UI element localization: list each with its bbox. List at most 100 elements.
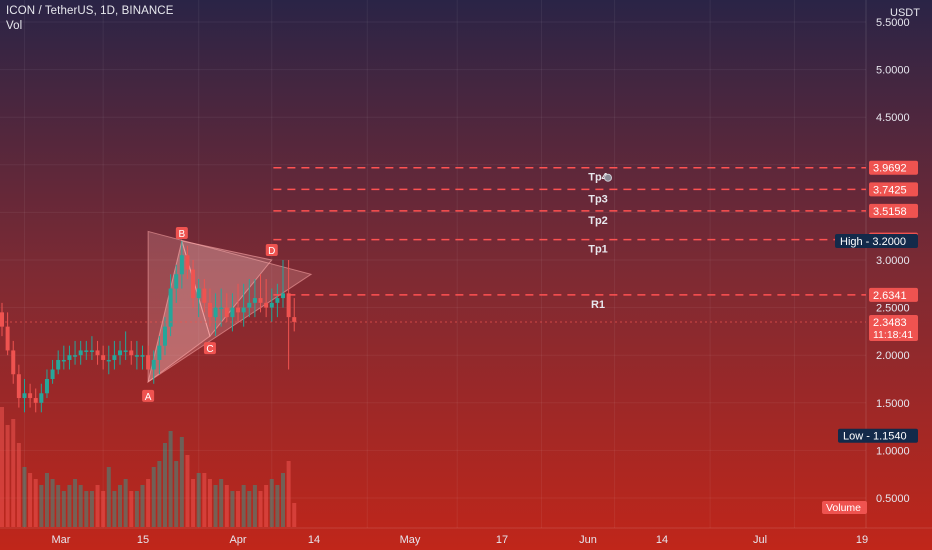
candle-body: [11, 350, 16, 375]
candle-body: [162, 326, 167, 346]
time-tick: Jun: [579, 534, 597, 546]
volume-bar: [118, 485, 123, 527]
level-price-badge-bg: [869, 203, 918, 218]
time-tick: Mar: [52, 534, 71, 546]
volume-bar: [0, 407, 4, 527]
volume-bar: [61, 491, 66, 527]
price-axis-unit: USDT: [890, 7, 920, 19]
candle-body: [168, 288, 173, 327]
candle-body: [134, 355, 139, 357]
volume-bar: [213, 485, 218, 527]
level-price-badge: 3.7425: [873, 184, 907, 196]
candle-body: [95, 350, 100, 356]
candle-body: [179, 255, 184, 275]
volume-bar: [230, 491, 235, 527]
price-tick: 5.5000: [876, 17, 910, 29]
time-tick: 15: [137, 534, 149, 546]
volume-bar: [247, 491, 252, 527]
candle-body: [123, 350, 128, 352]
candle-body: [185, 255, 190, 270]
time-tick: 14: [308, 534, 320, 546]
pattern-point-d: [265, 244, 278, 256]
candle-body: [241, 307, 246, 313]
volume-bar: [73, 479, 78, 527]
candle-body: [191, 269, 196, 299]
price-tick: 3.0000: [876, 255, 910, 267]
candle-body: [213, 307, 218, 318]
volume-bar: [134, 491, 139, 527]
candle-body: [157, 345, 162, 360]
candle-body: [84, 350, 89, 352]
candle-body: [275, 298, 280, 303]
pattern-point-a: [142, 389, 155, 402]
pattern-point-label-d: D: [268, 246, 275, 257]
volume-bar: [241, 485, 246, 527]
pattern-point-label-c: C: [206, 344, 213, 355]
level-price-badge-bg: [869, 182, 918, 197]
candle-body: [106, 359, 111, 362]
volume-bar: [146, 479, 151, 527]
volume-bar: [78, 485, 83, 527]
price-tick: 4.5000: [876, 112, 910, 124]
volume-bar: [56, 485, 61, 527]
volume-bar: [39, 485, 44, 527]
candle-body: [207, 302, 212, 318]
candle-body: [44, 379, 49, 394]
candle-body: [264, 302, 269, 308]
price-tick: 2.0000: [876, 350, 910, 362]
volume-bar: [28, 473, 33, 527]
volume-bar: [5, 425, 10, 527]
price-tick: 1.5000: [876, 398, 910, 410]
volume-bar: [106, 467, 111, 527]
candle-body: [61, 359, 66, 362]
volume-bar: [185, 455, 190, 527]
pattern-point-c: [203, 342, 216, 355]
level-marker-tp3: Tp3: [588, 193, 608, 205]
level-price-badge-bg: [869, 160, 918, 175]
candle-body: [224, 307, 229, 318]
volume-bar: [101, 491, 106, 527]
volume-bar: [84, 491, 89, 527]
candle-body: [101, 355, 106, 360]
volume-bar: [281, 473, 285, 527]
high-badge: High - 3.2000: [840, 236, 906, 248]
volume-bar: [258, 491, 263, 527]
bcd-wedge: [181, 240, 273, 338]
volume-bar: [219, 479, 224, 527]
volume-bar: [22, 467, 27, 527]
candle-body: [129, 350, 134, 356]
volume-bar: [286, 461, 291, 527]
bar-countdown: 11:18:41: [873, 329, 913, 341]
candle-body: [252, 298, 257, 303]
volume-bar: [275, 485, 280, 527]
price-tick: 1.0000: [876, 445, 910, 457]
candle-body: [33, 398, 38, 403]
volume-bar: [269, 479, 274, 527]
candle-body: [247, 302, 252, 308]
level-price-badge: 2.6341: [873, 290, 907, 302]
volume-bar: [191, 479, 196, 527]
last-price-badge-bg: [869, 315, 918, 342]
candle-body: [196, 288, 201, 299]
volume-badge-bg: [822, 501, 867, 514]
candle-body: [39, 393, 44, 403]
candle-body: [281, 293, 285, 299]
volume-bar: [252, 485, 257, 527]
volume-bar: [44, 473, 49, 527]
volume-bar: [168, 431, 173, 527]
candle-body: [140, 355, 145, 357]
time-tick: 19: [856, 534, 868, 546]
level-marker-tp2: Tp2: [588, 215, 608, 227]
high-badge-bg: [835, 233, 918, 248]
candle-body: [56, 359, 61, 370]
candle-body: [22, 393, 27, 399]
volume-bar: [151, 467, 156, 527]
tp4-dot: [604, 173, 612, 182]
candle-body: [286, 293, 291, 318]
level-price-badge: 3.5158: [873, 206, 907, 218]
candle-body: [118, 350, 123, 356]
candle-body: [219, 307, 224, 310]
